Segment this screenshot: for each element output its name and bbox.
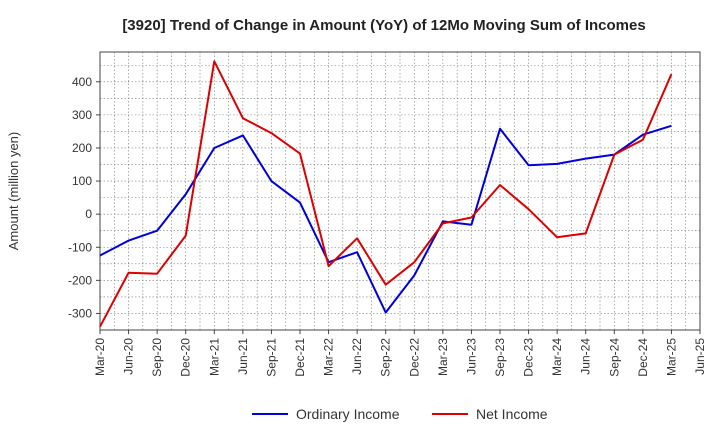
chart-title: [3920] Trend of Change in Amount (YoY) o… [122, 17, 645, 34]
x-tick-label: Mar-23 [436, 338, 450, 376]
x-tick-label: Mar-24 [550, 338, 564, 376]
y-tick-label: 200 [72, 141, 92, 155]
x-tick-label: Sep-23 [493, 338, 507, 377]
legend: Ordinary Income Net Income [252, 406, 548, 422]
x-tick-label: Sep-22 [379, 338, 393, 377]
x-tick-label: Jun-24 [579, 338, 593, 375]
x-tick-label: Mar-25 [664, 338, 678, 376]
y-tick-label: 300 [72, 108, 92, 122]
legend-label: Ordinary Income [296, 406, 400, 422]
x-tick-label: Jun-23 [464, 338, 478, 375]
x-tick-label: Dec-20 [179, 338, 193, 377]
series-line-net-income [99, 60, 673, 328]
plot-area [100, 52, 700, 330]
x-tick-label: Dec-21 [293, 338, 307, 377]
x-tick-label: Sep-21 [264, 338, 278, 377]
plot-frame [99, 51, 701, 331]
x-tick-label: Dec-22 [407, 338, 421, 377]
x-tick-label: Dec-23 [522, 338, 536, 377]
y-tick-label: 400 [72, 75, 92, 89]
x-tick-label: Sep-24 [607, 338, 621, 377]
series [99, 60, 673, 328]
y-tick-label: -300 [68, 306, 92, 320]
x-tick-label: Sep-20 [150, 338, 164, 377]
y-axis-label: Amount (million yen) [6, 132, 21, 251]
x-tick-label: Jun-25 [693, 338, 707, 375]
x-tick-label: Jun-22 [350, 338, 364, 375]
x-tick-label: Jun-20 [122, 338, 136, 375]
x-tick-label: Dec-24 [636, 338, 650, 377]
x-tick-label: Mar-20 [93, 338, 107, 376]
y-tick-label: -200 [68, 273, 92, 287]
x-tick-label: Mar-22 [322, 338, 336, 376]
y-tick-label: -100 [68, 240, 92, 254]
x-tick-label: Jun-21 [236, 338, 250, 375]
x-axis: Mar-20 Jun-20 Sep-20 Dec-20 Mar-21 Jun-21 Sep-… [93, 330, 707, 377]
legend-label: Net Income [476, 406, 548, 422]
y-tick-label: 0 [85, 207, 92, 221]
x-tick-label: Mar-21 [207, 338, 221, 376]
y-tick-label: 100 [72, 174, 92, 188]
y-axis: -300 -200 -100 0 100 200 300 400 [68, 75, 100, 320]
